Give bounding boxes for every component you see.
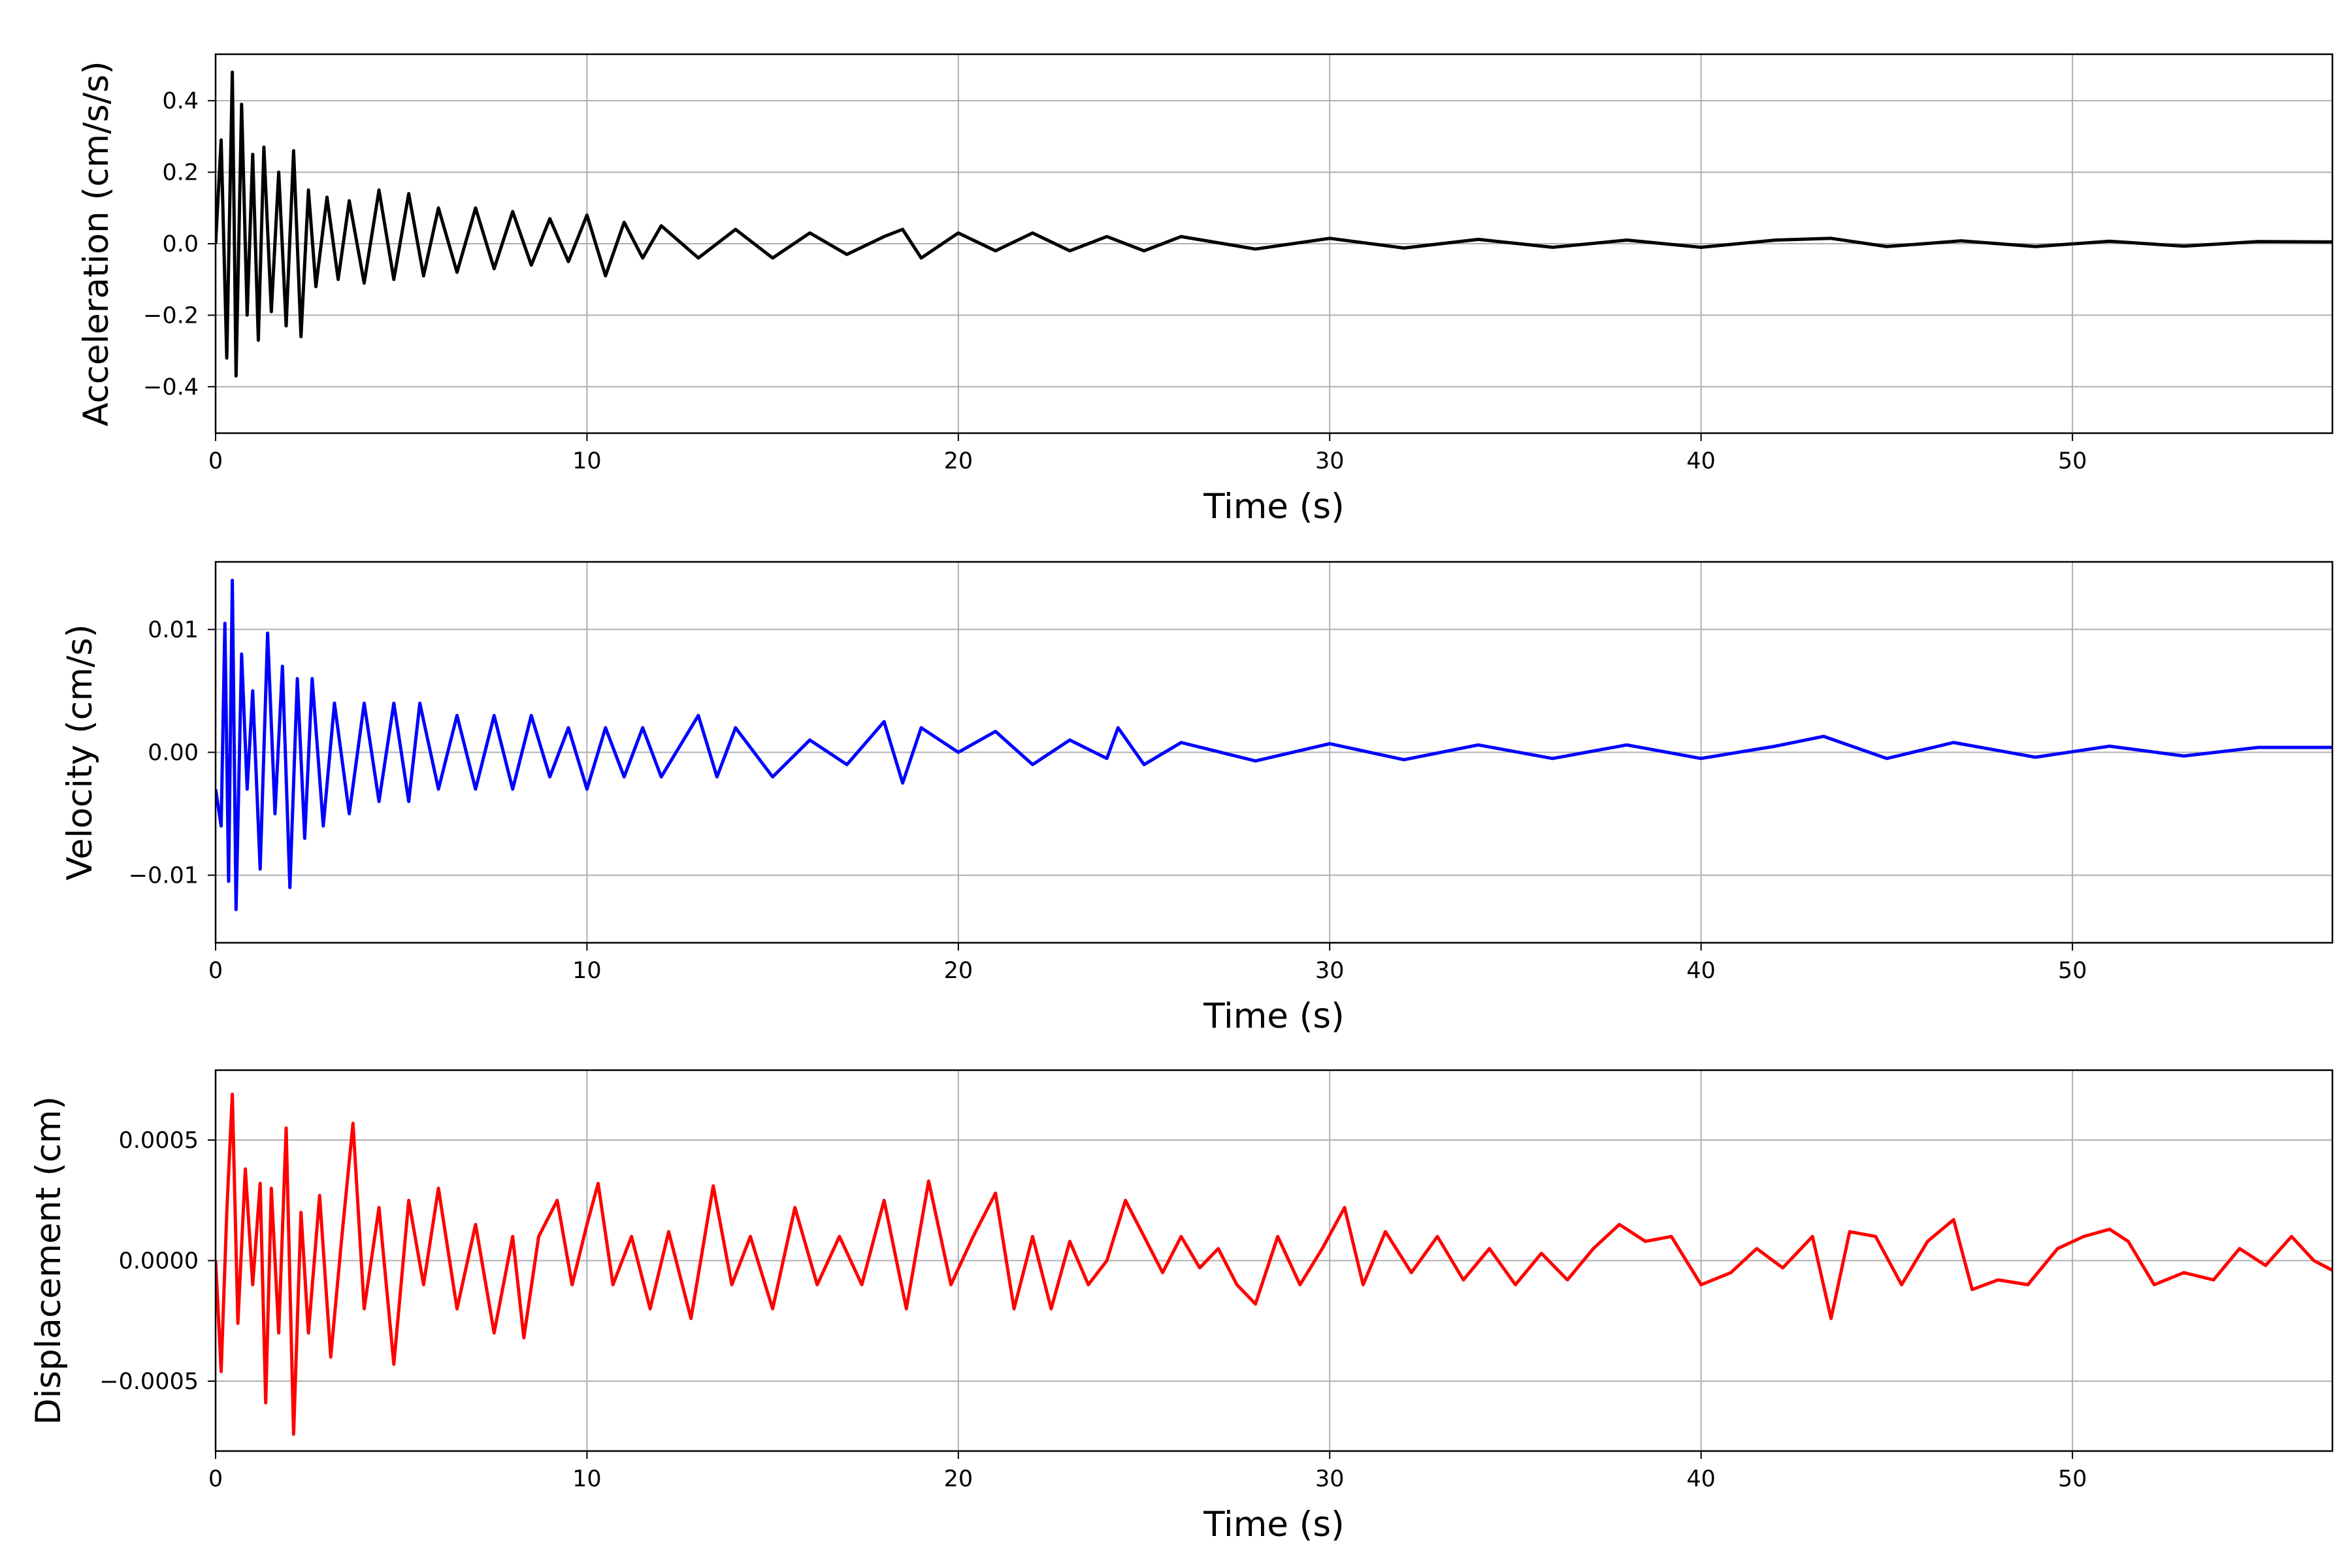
x-tick-label: 0 [208, 448, 223, 474]
acceleration-panel: 0 10 20 30 40 50 −0.4 −0.2 0.0 0.2 0.4 Time (s) Acce… [76, 53, 2334, 527]
x-tick-label: 50 [2058, 958, 2087, 984]
acceleration-series-line [216, 70, 2332, 378]
x-tick-label: 40 [1686, 448, 1716, 474]
x-tick-label: 30 [1315, 448, 1345, 474]
velocity-panel: 0 10 20 30 40 50 −0.01 0.00 0.01 Time (s) Velocity… [60, 561, 2334, 1036]
y-tick-label: 0.00 [148, 740, 199, 766]
displacement-panel: 0 10 20 30 40 50 −0.0005 0.0000 0.0005 Time (s) Di… [29, 1069, 2334, 1544]
x-tick-label: 40 [1686, 958, 1716, 984]
x-tick-label: 30 [1315, 1466, 1345, 1492]
x-tick-label: 0 [208, 958, 223, 984]
y-tick-label: 0.4 [162, 88, 199, 114]
x-tick-label: 0 [208, 1466, 223, 1492]
y-tick-label: 0.0 [162, 231, 199, 257]
displacement-series-line [216, 1092, 2332, 1436]
x-tick-label: 10 [572, 1466, 602, 1492]
x-tick-label: 30 [1315, 958, 1345, 984]
acceleration-y-axis-label: Acceleration (cm/s/s) [76, 61, 116, 426]
x-tick-label: 20 [944, 448, 973, 474]
y-tick-label: −0.4 [143, 374, 199, 400]
x-tick-label: 10 [572, 448, 602, 474]
velocity-series-line [216, 578, 2332, 911]
y-tick-label: 0.0000 [119, 1249, 199, 1275]
displacement-x-axis-label: Time (s) [1203, 1505, 1345, 1544]
x-tick-label: 50 [2058, 1466, 2087, 1492]
y-tick-label: 0.2 [162, 160, 199, 186]
velocity-x-axis-label: Time (s) [1203, 996, 1345, 1036]
y-tick-label: −0.2 [143, 302, 199, 329]
velocity-y-axis-label: Velocity (cm/s) [60, 624, 100, 880]
x-tick-label: 20 [944, 958, 973, 984]
x-tick-label: 40 [1686, 1466, 1716, 1492]
y-tick-label: 0.0005 [119, 1128, 199, 1154]
y-tick-label: −0.01 [129, 863, 199, 889]
acceleration-x-axis-label: Time (s) [1203, 487, 1345, 527]
x-tick-label: 50 [2058, 448, 2087, 474]
y-tick-label: −0.0005 [99, 1369, 199, 1395]
x-tick-label: 20 [944, 1466, 973, 1492]
y-tick-label: 0.01 [148, 617, 199, 643]
displacement-y-axis-label: Displacement (cm) [29, 1096, 69, 1425]
x-tick-label: 10 [572, 958, 602, 984]
